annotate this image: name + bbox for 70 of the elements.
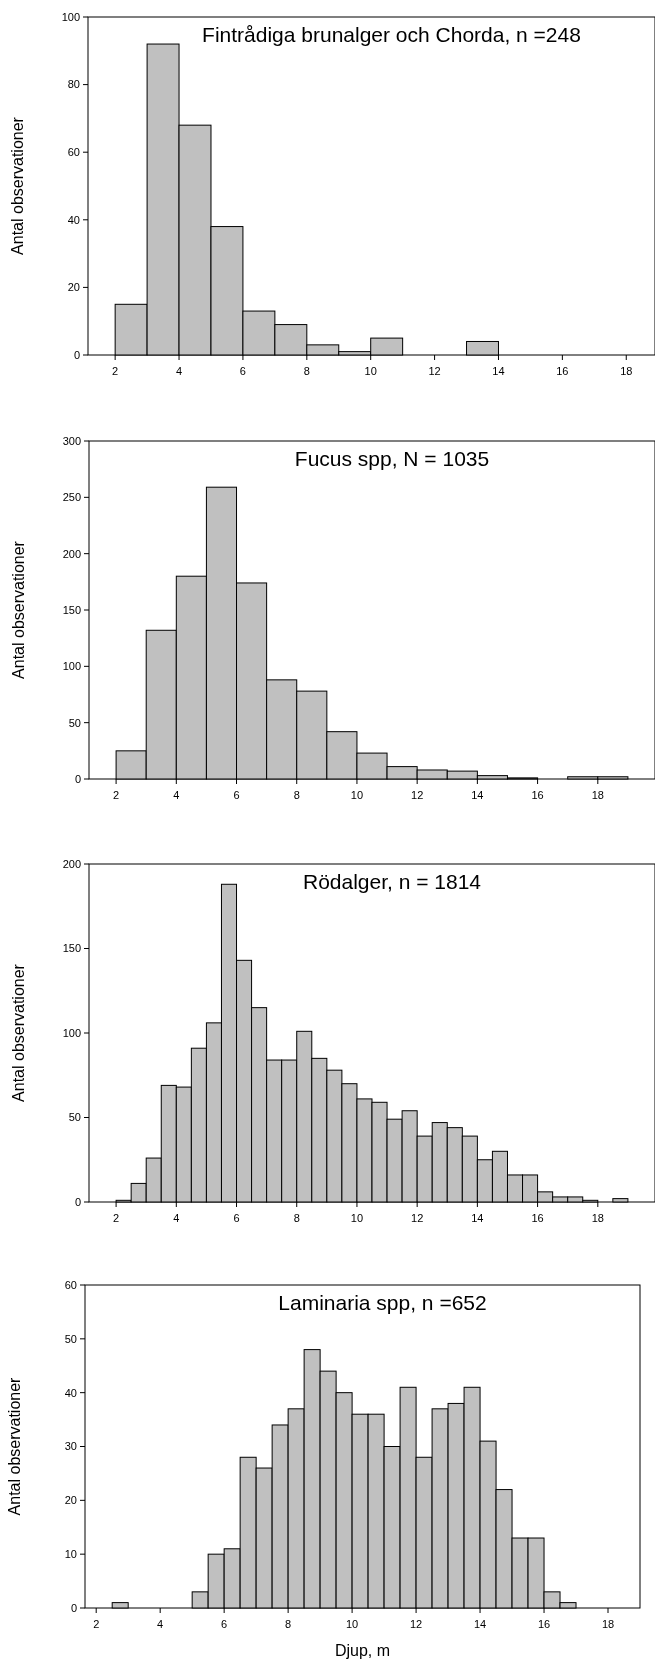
x-tick-label: 2 [112,365,119,377]
x-tick-label: 16 [531,1212,544,1224]
y-tick-label: 0 [74,1195,81,1208]
x-tick-label: 12 [428,365,441,377]
y-tick-label: 50 [68,1111,81,1124]
x-tick-label: 8 [293,1212,300,1224]
y-tick-label: 200 [62,547,81,560]
x-tick-label: 16 [537,1618,551,1630]
y-axis-title: Antal observationer [10,963,27,1102]
y-tick-label: 80 [67,78,80,91]
x-tick-label: 6 [239,365,246,377]
x-tick-label: 8 [303,365,310,377]
x-tick-label: 2 [93,1618,100,1630]
x-tick-label: 6 [233,789,240,801]
y-tick-label: 100 [61,10,80,23]
x-tick-label: 6 [221,1618,228,1630]
y-tick-label: 150 [62,942,81,955]
x-axis-title: Djup, m [334,1642,391,1659]
y-axis-title: Antal observationer [9,116,26,255]
chart-title: Rödalger, n = 1814 [302,870,482,893]
y-tick-label: 60 [64,1278,77,1291]
x-tick-label: 2 [113,789,120,801]
y-tick-label: 50 [64,1332,77,1345]
x-tick-label: 8 [285,1618,292,1630]
x-tick-label: 12 [411,1212,424,1224]
y-tick-label: 40 [67,213,80,226]
y-tick-label: 0 [74,772,81,785]
x-tick-label: 12 [409,1618,423,1630]
y-tick-label: 50 [68,716,81,729]
y-tick-label: 20 [64,1494,77,1507]
x-tick-label: 10 [350,1212,364,1224]
y-tick-label: 100 [62,660,81,673]
x-tick-label: 18 [591,1212,604,1224]
x-tick-label: 6 [233,1212,240,1224]
y-tick-label: 100 [62,1026,81,1039]
x-tick-label: 14 [473,1618,487,1630]
y-tick-label: 0 [70,1601,77,1614]
x-tick-label: 16 [531,789,544,801]
y-tick-label: 40 [64,1386,77,1399]
y-axis-title: Antal observationer [10,540,27,679]
x-tick-label: 18 [591,789,604,801]
x-tick-label: 14 [471,1212,484,1224]
y-tick-label: 10 [64,1548,77,1561]
x-tick-label: 8 [293,789,300,801]
y-tick-label: 250 [62,491,81,504]
x-tick-label: 18 [620,365,633,377]
x-tick-label: 18 [601,1618,615,1630]
x-tick-label: 4 [173,789,180,801]
y-tick-label: 20 [67,281,80,294]
x-tick-label: 10 [345,1618,359,1630]
x-tick-label: 12 [411,789,424,801]
x-tick-label: 10 [364,365,377,377]
y-tick-label: 300 [62,434,81,447]
x-tick-label: 10 [350,789,364,801]
y-tick-label: 30 [64,1440,77,1453]
x-tick-label: 16 [556,365,569,377]
x-tick-label: 4 [173,1212,180,1224]
x-tick-label: 4 [157,1618,164,1630]
y-axis-title: Antal observationer [6,1376,23,1516]
x-tick-label: 14 [471,789,484,801]
y-tick-label: 0 [73,348,80,361]
chart-title: Fucus spp, N = 1035 [294,447,490,470]
chart-title: Fintrådiga brunalger och Chorda, n =248 [202,23,581,46]
chart-title: Laminaria spp, n =652 [278,1291,487,1314]
x-tick-label: 14 [492,365,505,377]
y-tick-label: 150 [62,603,81,616]
x-tick-label: 4 [175,365,183,377]
y-tick-label: 200 [62,857,81,870]
x-tick-label: 2 [113,1212,120,1224]
y-tick-label: 60 [67,146,80,159]
